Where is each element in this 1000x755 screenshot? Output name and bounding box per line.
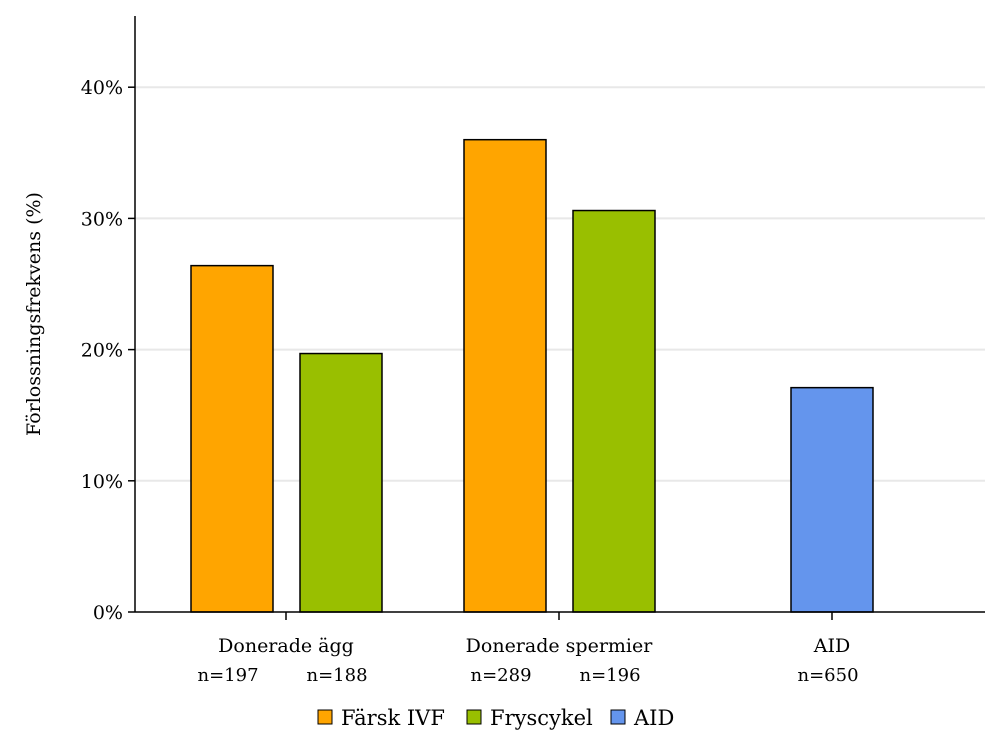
y-axis-label: Förlossningsfrekvens (%) [23,192,45,436]
legend-label: Fryscykel [490,706,593,730]
bars [190,138,874,613]
x-category-label: Donerade ägg [218,635,354,657]
bar-n-label: n=650 [797,665,858,686]
bar-färsk-ivf-0 [190,264,274,613]
x-category-label: Donerade spermier [466,635,654,657]
x-category-labels: n=197 n=188 Donerade ägg n=289 n=196 Donerade… [197,612,859,686]
y-ticks: 0% 10% 20% 30% 40% [81,77,135,624]
legend: Färsk IVF Fryscykel AID [317,706,674,730]
bar-n-label: n=289 [470,665,531,686]
bar-aid-2 [790,386,874,613]
axes [134,16,985,613]
legend-swatch-färsk-ivf [317,709,333,725]
y-tick-label: 10% [81,471,123,493]
legend-swatch-fryscykel [466,709,482,725]
x-category-label: AID [813,635,850,657]
bar-fryscykel-1 [572,209,656,613]
legend-label: AID [633,706,674,730]
y-tick-label: 30% [81,208,123,230]
y-tick-label: 40% [81,77,123,99]
bar-fryscykel-0 [299,352,383,613]
bar-n-label: n=196 [579,665,640,686]
y-tick-label: 0% [93,602,123,624]
bar-n-label: n=197 [197,665,258,686]
bar-färsk-ivf-1 [463,138,547,613]
legend-label: Färsk IVF [341,706,445,730]
bar-n-label: n=188 [306,665,367,686]
legend-swatch-aid [610,709,626,725]
y-tick-label: 20% [81,340,123,362]
